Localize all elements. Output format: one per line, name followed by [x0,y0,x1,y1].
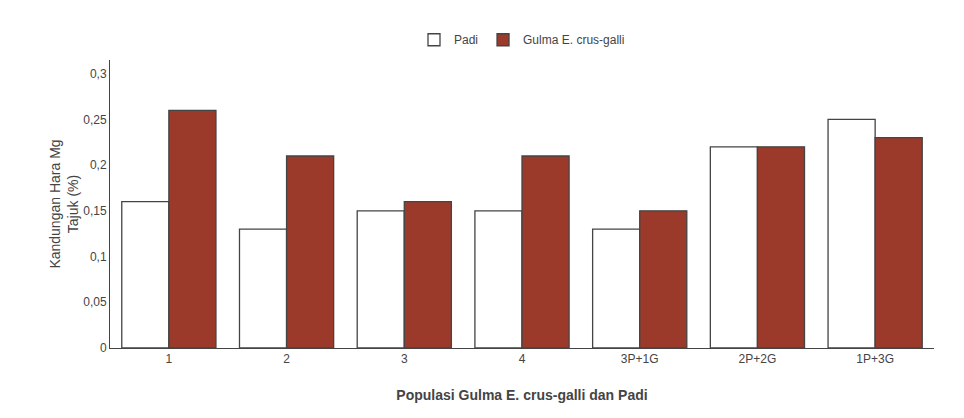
svg-text:0,1: 0,1 [90,250,107,264]
svg-text:1: 1 [166,352,173,366]
svg-text:Padi: Padi [454,33,478,47]
svg-text:0,15: 0,15 [83,204,107,218]
svg-text:0,05: 0,05 [83,295,107,309]
svg-text:0,25: 0,25 [83,113,107,127]
svg-text:Gulma E. crus-galli: Gulma E. crus-galli [523,33,624,47]
svg-text:1P+3G: 1P+3G [856,352,894,366]
svg-text:0: 0 [100,341,107,355]
svg-text:Populasi Gulma E. crus-galli d: Populasi Gulma E. crus-galli dan Padi [396,387,647,403]
svg-text:0,3: 0,3 [90,67,107,81]
svg-text:3P+1G: 3P+1G [621,352,659,366]
svg-text:0,2: 0,2 [90,158,107,172]
svg-text:Kandungan Hara MgTajuk (%): Kandungan Hara MgTajuk (%) [47,139,81,268]
svg-text:4: 4 [519,352,526,366]
svg-text:2: 2 [283,352,290,366]
svg-text:3: 3 [401,352,408,366]
svg-text:2P+2G: 2P+2G [739,352,777,366]
